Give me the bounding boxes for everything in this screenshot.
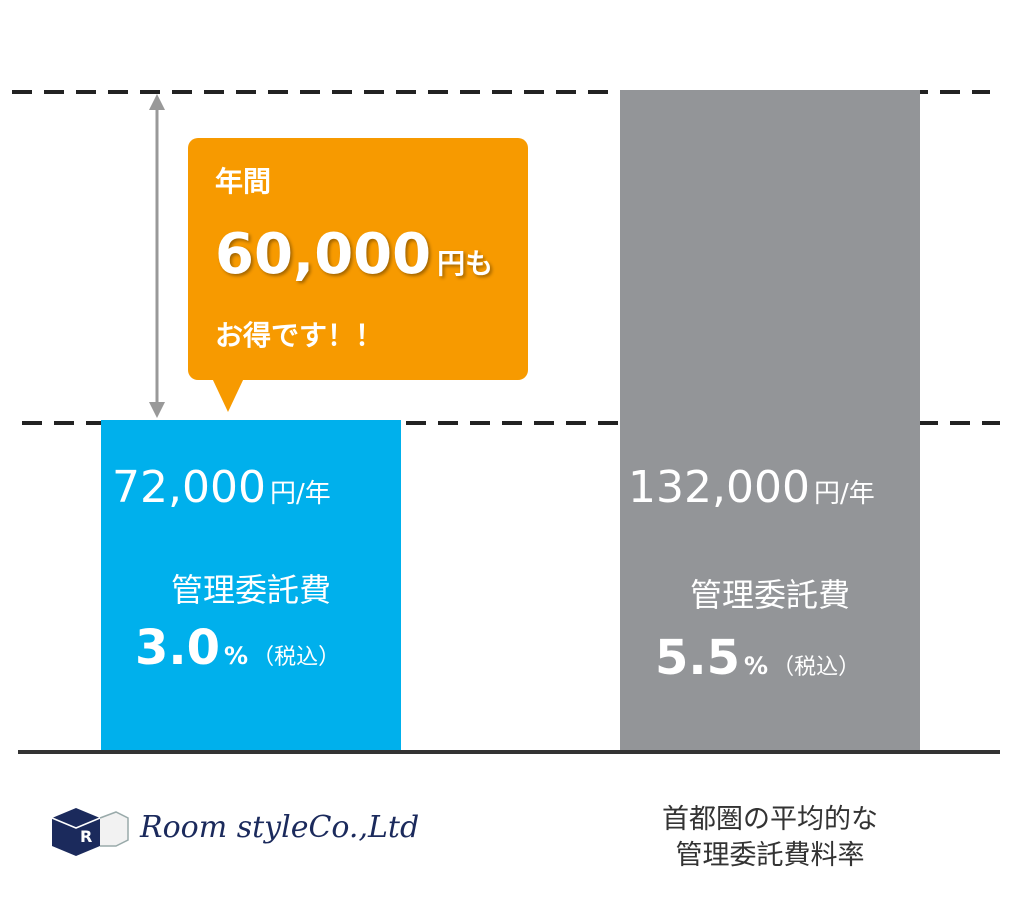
amount: 132,000 bbox=[628, 462, 810, 513]
callout-text: 年間 bbox=[215, 165, 272, 198]
rate: 3.0 bbox=[135, 620, 221, 676]
rate-unit: % bbox=[224, 642, 249, 670]
right-amount-row: 132,000 円/年 bbox=[628, 462, 875, 513]
right-bar bbox=[620, 90, 920, 750]
tax-note: （税込） bbox=[772, 655, 861, 680]
left-rate-row: 3.0 % （税込） bbox=[135, 620, 340, 676]
right-rate-row: 5.5 % （税込） bbox=[655, 630, 860, 686]
amount: 72,000 bbox=[112, 462, 266, 513]
left-bar bbox=[101, 420, 401, 750]
logo-icon: R bbox=[51, 808, 129, 856]
logo-text: Room styleCo.,Ltd bbox=[140, 810, 420, 845]
rate: 5.5 bbox=[655, 630, 741, 686]
callout-bubble bbox=[188, 138, 528, 412]
bar-label: 管理委託費 bbox=[170, 571, 331, 609]
callout-amount: 60,000 bbox=[215, 222, 432, 287]
callout-text: お得です！！ bbox=[215, 319, 384, 352]
unit: 円/年 bbox=[813, 479, 875, 509]
unit: 円/年 bbox=[269, 479, 331, 509]
rate-unit: % bbox=[744, 652, 769, 680]
callout-amount-row: 60,000 円も bbox=[215, 222, 493, 287]
caption-line: 管理委託費料率 bbox=[675, 840, 865, 871]
difference-arrow bbox=[149, 94, 165, 418]
caption-line: 首都圏の平均的な bbox=[662, 804, 878, 835]
tax-note: （税込） bbox=[252, 645, 341, 670]
callout-suffix: 円も bbox=[437, 247, 494, 280]
left-amount-row: 72,000 円/年 bbox=[112, 462, 331, 513]
right-caption: 首都圏の平均的な 管理委託費料率 bbox=[600, 802, 940, 874]
bar-label: 管理委託費 bbox=[689, 576, 850, 614]
svg-text:R: R bbox=[80, 827, 92, 846]
